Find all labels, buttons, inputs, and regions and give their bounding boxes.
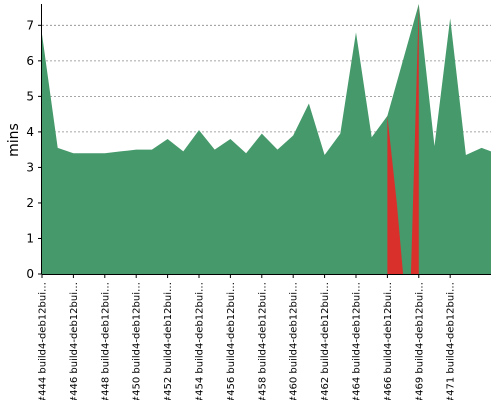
x-tick-label: #450 build4-deb12bui… — [132, 282, 143, 400]
y-tick-labels: 0 1 2 3 4 5 6 7 — [26, 18, 42, 281]
y-tick-label: 6 — [26, 54, 34, 68]
y-tick-label: 3 — [26, 160, 34, 174]
x-tick-label: #466 build4-deb12bui… — [383, 282, 394, 400]
y-axis-label: mins — [6, 123, 22, 157]
x-tick-label: #471 build4-deb12bui… — [446, 282, 457, 400]
y-tick-label: 1 — [26, 231, 34, 245]
y-tick-label: 0 — [26, 267, 34, 281]
x-tick-labels: #444 build4-deb12bui… #446 build4-deb12bu… — [38, 274, 457, 400]
plot-area — [42, 4, 491, 274]
y-tick-label: 4 — [26, 125, 34, 139]
y-tick-label: 5 — [26, 89, 34, 103]
x-tick-label: #458 build4-deb12bui… — [257, 282, 268, 400]
x-tick-label: #460 build4-deb12bui… — [289, 282, 300, 400]
x-tick-label: #452 build4-deb12bui… — [163, 282, 174, 400]
x-tick-label: #464 build4-deb12bui… — [351, 282, 362, 400]
x-tick-label: #446 build4-deb12bui… — [69, 282, 80, 400]
axes — [41, 4, 491, 275]
x-tick-label: #469 build4-deb12bui… — [414, 282, 425, 400]
x-tick-label: #448 build4-deb12bui… — [100, 282, 111, 400]
y-tick-label: 2 — [26, 196, 34, 210]
area-success-0 — [42, 4, 491, 274]
x-tick-label: #454 build4-deb12bui… — [194, 282, 205, 400]
x-tick-label: #462 build4-deb12bui… — [320, 282, 331, 400]
y-tick-label: 7 — [26, 18, 34, 32]
x-tick-label: #444 build4-deb12bui… — [38, 282, 49, 400]
x-tick-label: #456 build4-deb12bui… — [226, 282, 237, 400]
area-failure-1 — [387, 4, 419, 274]
